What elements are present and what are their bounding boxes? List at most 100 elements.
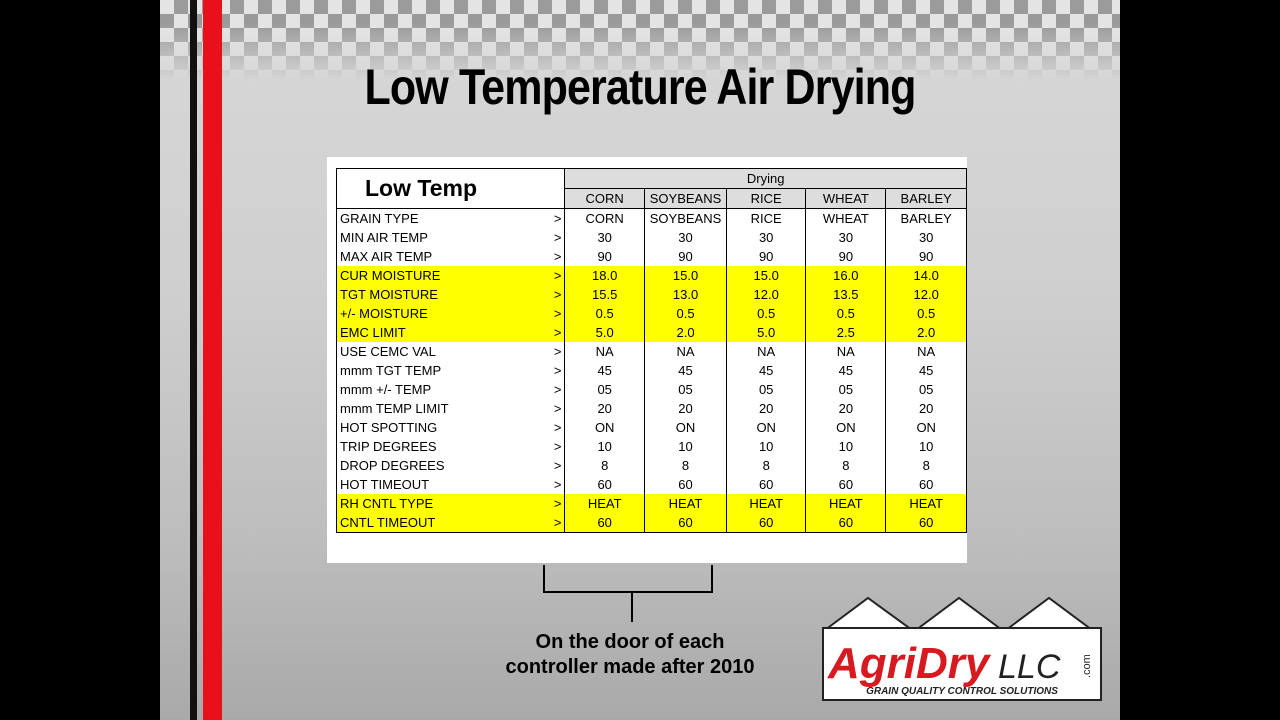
cell: BARLEY [885, 208, 967, 228]
cell: ON [805, 418, 887, 437]
row-arrow: > [553, 363, 562, 378]
cell: NA [805, 342, 887, 361]
table-row: > HOT TIMEOUT 60 60 60 60 60 [335, 475, 967, 494]
table-row: > GRAIN TYPE CORN SOYBEANS RICE WHEAT BARLEY [335, 208, 967, 228]
row-label: EMC LIMIT [340, 325, 406, 340]
row-arrow: > [553, 306, 562, 321]
table-panel: Low Temp Drying CORN SOYBEANS RICE WHEAT BAR… [327, 157, 967, 563]
cell: 45 [726, 361, 807, 380]
cell: 05 [885, 380, 967, 399]
row-label-cell: > mmm +/- TEMP [335, 380, 566, 399]
cell: 05 [726, 380, 807, 399]
row-arrow: > [553, 325, 562, 340]
table-row: > RH CNTL TYPE HEAT HEAT HEAT HEAT HEAT [335, 494, 967, 513]
table-row: > TRIP DEGREES 10 10 10 10 10 [335, 437, 967, 456]
row-label-cell: > MAX AIR TEMP [335, 247, 566, 266]
cell: CORN [564, 208, 645, 228]
cell: 0.5 [564, 304, 645, 323]
cell: 10 [805, 437, 887, 456]
cell: 15.5 [564, 285, 645, 304]
header-row: Low Temp Drying [335, 168, 967, 209]
cell: WHEAT [805, 208, 887, 228]
cell: NA [885, 342, 967, 361]
cell: 15.0 [726, 266, 807, 285]
cell: ON [564, 418, 645, 437]
column-header: WHEAT [805, 188, 887, 209]
row-arrow: > [553, 230, 562, 245]
checker-band [160, 0, 1120, 80]
cell: 30 [805, 228, 887, 247]
cell: NA [564, 342, 645, 361]
cell: 30 [885, 228, 967, 247]
row-label: RH CNTL TYPE [340, 496, 434, 511]
row-label-cell: > mmm TEMP LIMIT [335, 399, 566, 418]
row-label: MIN AIR TEMP [340, 230, 428, 245]
logo: AgriDry LLC .com GRAIN QUALITY CONTROL S… [821, 596, 1102, 701]
table-corner: Low Temp [335, 168, 566, 209]
cell: 10 [726, 437, 807, 456]
cell: HEAT [564, 494, 645, 513]
stripe [190, 0, 197, 720]
group-header: Drying [564, 168, 967, 189]
cell: 30 [564, 228, 645, 247]
row-label-cell: > EMC LIMIT [335, 323, 566, 342]
cell: 18.0 [564, 266, 645, 285]
table-row: > CUR MOISTURE 18.0 15.0 15.0 16.0 14.0 [335, 266, 967, 285]
cell: 0.5 [726, 304, 807, 323]
cell: HEAT [885, 494, 967, 513]
row-arrow: > [553, 268, 562, 283]
table-row: > MIN AIR TEMP 30 30 30 30 30 [335, 228, 967, 247]
row-label: TRIP DEGREES [340, 439, 437, 454]
cell: NA [643, 342, 728, 361]
cell: HEAT [643, 494, 728, 513]
cell: 20 [726, 399, 807, 418]
cell: 60 [643, 513, 728, 533]
cell: 90 [564, 247, 645, 266]
caption: On the door of each controller made afte… [460, 630, 800, 680]
row-label: +/- MOISTURE [340, 306, 428, 321]
cell: 20 [643, 399, 728, 418]
cell: HEAT [805, 494, 887, 513]
table-row: > DROP DEGREES 8 8 8 8 8 [335, 456, 967, 475]
cell: 8 [564, 456, 645, 475]
settings-table: Low Temp Drying CORN SOYBEANS RICE WHEAT BAR… [335, 168, 967, 533]
cell: 60 [643, 475, 728, 494]
row-label-cell: > TGT MOISTURE [335, 285, 566, 304]
cell: 12.0 [885, 285, 967, 304]
cell: 05 [643, 380, 728, 399]
logo-domain: .com [1081, 654, 1093, 678]
row-label-cell: > CNTL TIMEOUT [335, 513, 566, 533]
row-label-cell: > HOT SPOTTING [335, 418, 566, 437]
cell: 0.5 [885, 304, 967, 323]
cell: 8 [726, 456, 807, 475]
cell: 10 [643, 437, 728, 456]
row-label-cell: > USE CEMC VAL [335, 342, 566, 361]
row-label: GRAIN TYPE [340, 211, 419, 226]
cell: HEAT [726, 494, 807, 513]
cell: 2.0 [885, 323, 967, 342]
row-arrow: > [553, 287, 562, 302]
row-label: HOT SPOTTING [340, 420, 438, 435]
row-arrow: > [553, 477, 562, 492]
table-row: > mmm TEMP LIMIT 20 20 20 20 20 [335, 399, 967, 418]
cell: 30 [643, 228, 728, 247]
row-label-cell: > mmm TGT TEMP [335, 361, 566, 380]
row-label: mmm +/- TEMP [340, 382, 432, 397]
cell: 05 [805, 380, 887, 399]
row-arrow: > [553, 496, 562, 511]
table-row: > mmm TGT TEMP 45 45 45 45 45 [335, 361, 967, 380]
cell: 13.5 [805, 285, 887, 304]
cell: 8 [805, 456, 887, 475]
cell: 2.5 [805, 323, 887, 342]
cell: 60 [726, 513, 807, 533]
cell: 90 [805, 247, 887, 266]
cell: ON [643, 418, 728, 437]
cell: 10 [885, 437, 967, 456]
row-label-cell: > +/- MOISTURE [335, 304, 566, 323]
row-label-cell: > GRAIN TYPE [335, 208, 566, 228]
logo-tagline: GRAIN QUALITY CONTROL SOLUTIONS [866, 686, 1058, 697]
cell: 8 [643, 456, 728, 475]
cell: ON [885, 418, 967, 437]
table-row: > MAX AIR TEMP 90 90 90 90 90 [335, 247, 967, 266]
cell: 13.0 [643, 285, 728, 304]
